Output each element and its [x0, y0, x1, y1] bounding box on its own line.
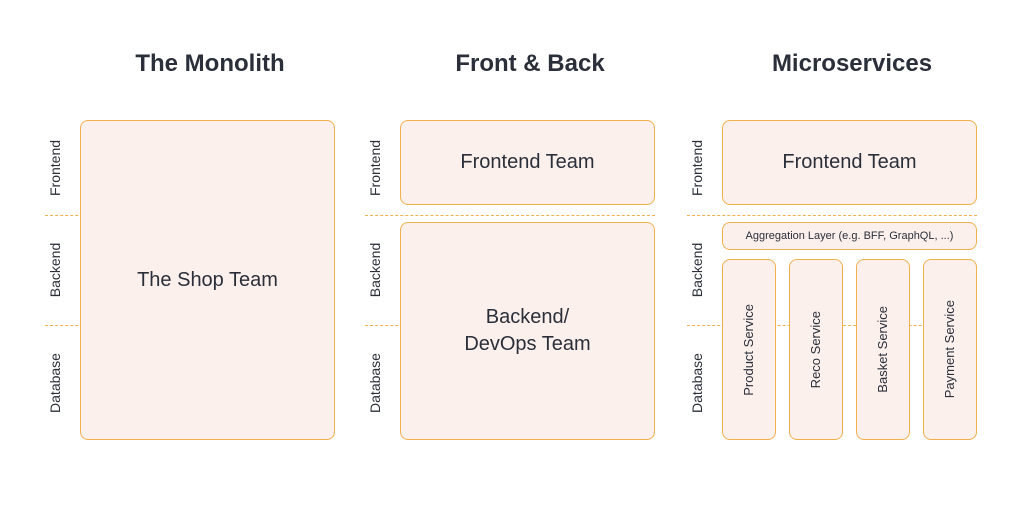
backend-devops-box: Backend/DevOps Team — [400, 222, 655, 440]
col-title-monolith: The Monolith — [80, 50, 340, 78]
shop-team-box: The Shop Team — [80, 120, 335, 440]
row-label-frontend: Frontend — [687, 158, 707, 178]
payment-service-box: Payment Service — [923, 259, 977, 440]
product-service-box: Product Service — [722, 259, 776, 440]
col-title-frontback: Front & Back — [400, 50, 660, 78]
shop-team-box-label: The Shop Team — [137, 267, 278, 294]
aggregation-layer-box: Aggregation Layer (e.g. BFF, GraphQL, ..… — [722, 222, 977, 250]
product-service-box-label: Product Service — [740, 304, 758, 396]
aggregation-layer-box-label: Aggregation Layer (e.g. BFF, GraphQL, ..… — [746, 229, 954, 244]
row-label-backend: Backend — [45, 260, 65, 280]
row-label-database: Database — [45, 373, 65, 393]
backend-devops-box-label: Backend/DevOps Team — [464, 304, 590, 358]
divider-line — [365, 215, 655, 216]
row-label-database: Database — [687, 373, 707, 393]
basket-service-box: Basket Service — [856, 259, 910, 440]
basket-service-box-label: Basket Service — [874, 306, 892, 393]
divider-line — [687, 215, 977, 216]
frontend-team-box-1-label: Frontend Team — [460, 149, 594, 176]
reco-service-box-label: Reco Service — [807, 311, 825, 388]
frontend-team-box-1: Frontend Team — [400, 120, 655, 205]
frontend-team-box-2: Frontend Team — [722, 120, 977, 205]
payment-service-box-label: Payment Service — [941, 300, 959, 398]
col-title-microservices: Microservices — [722, 50, 982, 78]
frontend-team-box-2-label: Frontend Team — [782, 149, 916, 176]
row-label-database: Database — [365, 373, 385, 393]
reco-service-box: Reco Service — [789, 259, 843, 440]
row-label-frontend: Frontend — [365, 158, 385, 178]
row-label-backend: Backend — [365, 260, 385, 280]
architecture-diagram: The Monolith Front & Back Microservices … — [0, 0, 1024, 530]
row-label-backend: Backend — [687, 260, 707, 280]
row-label-frontend: Frontend — [45, 158, 65, 178]
